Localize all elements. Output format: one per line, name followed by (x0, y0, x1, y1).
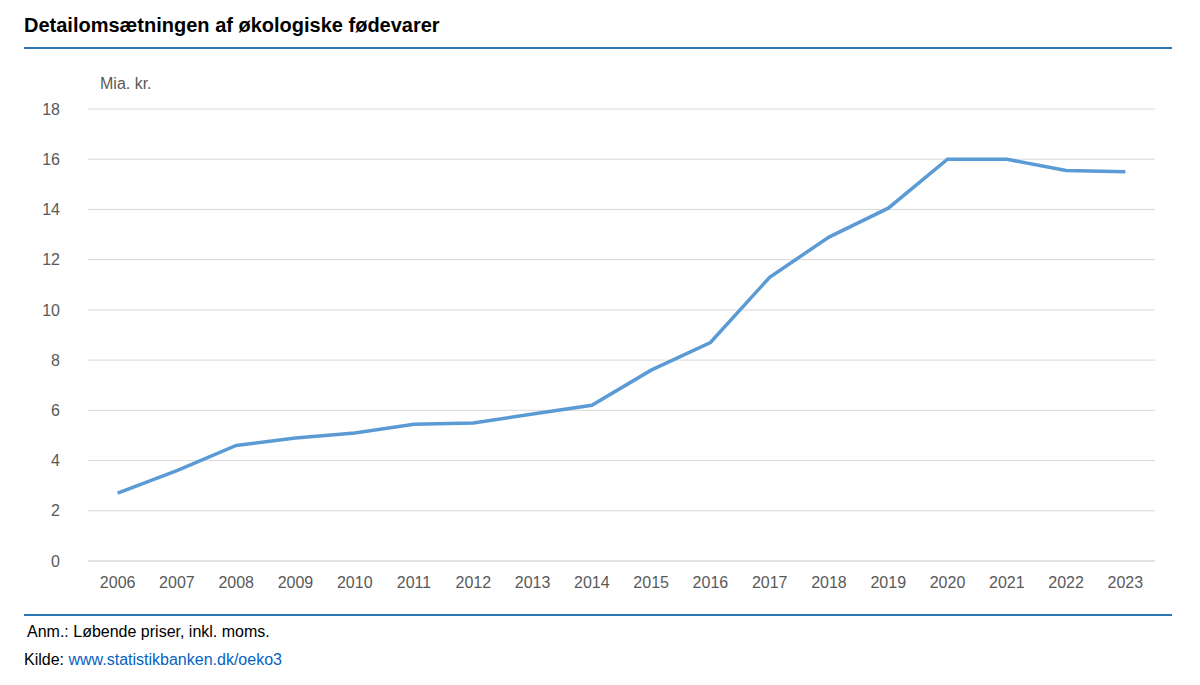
svg-text:16: 16 (42, 151, 60, 168)
svg-text:2008: 2008 (218, 574, 254, 591)
svg-text:8: 8 (51, 352, 60, 369)
html-text:Detailomsætningen af økologisk: Detailomsætningen af økologiske fødevare… (24, 14, 440, 36)
svg-text:0: 0 (51, 553, 60, 570)
svg-text:4: 4 (51, 452, 60, 469)
svg-text:2015: 2015 (633, 574, 669, 591)
svg-text:2: 2 (51, 502, 60, 519)
svg-text:2020: 2020 (930, 574, 966, 591)
svg-text:2017: 2017 (752, 574, 788, 591)
svg-text:12: 12 (42, 251, 60, 268)
svg-text:2011: 2011 (397, 574, 432, 591)
svg-text:6: 6 (51, 402, 60, 419)
svg-text:2013: 2013 (515, 574, 551, 591)
svg-text:2016: 2016 (693, 574, 729, 591)
svg-text:2021: 2021 (989, 574, 1025, 591)
svg-text:10: 10 (42, 302, 60, 319)
html-text:Kilde: www.statistikbanken.dk/: Kilde: www.statistikbanken.dk/oeko3 (24, 651, 282, 668)
svg-text:2009: 2009 (278, 574, 314, 591)
svg-text:2018: 2018 (811, 574, 847, 591)
svg-text:2007: 2007 (159, 574, 195, 591)
svg-text:2019: 2019 (870, 574, 906, 591)
svg-text:2022: 2022 (1048, 574, 1084, 591)
svg-text:18: 18 (42, 101, 60, 118)
svg-text:2023: 2023 (1108, 574, 1144, 591)
html-text:Anm.: Løbende priser, inkl. mo: Anm.: Løbende priser, inkl. moms. (27, 623, 270, 640)
svg-text:2010: 2010 (337, 574, 373, 591)
html-text:Mia. kr.: Mia. kr. (100, 75, 152, 92)
svg-text:2006: 2006 (100, 574, 136, 591)
svg-text:2012: 2012 (456, 574, 492, 591)
svg-text:14: 14 (42, 201, 60, 218)
svg-text:2014: 2014 (574, 574, 610, 591)
